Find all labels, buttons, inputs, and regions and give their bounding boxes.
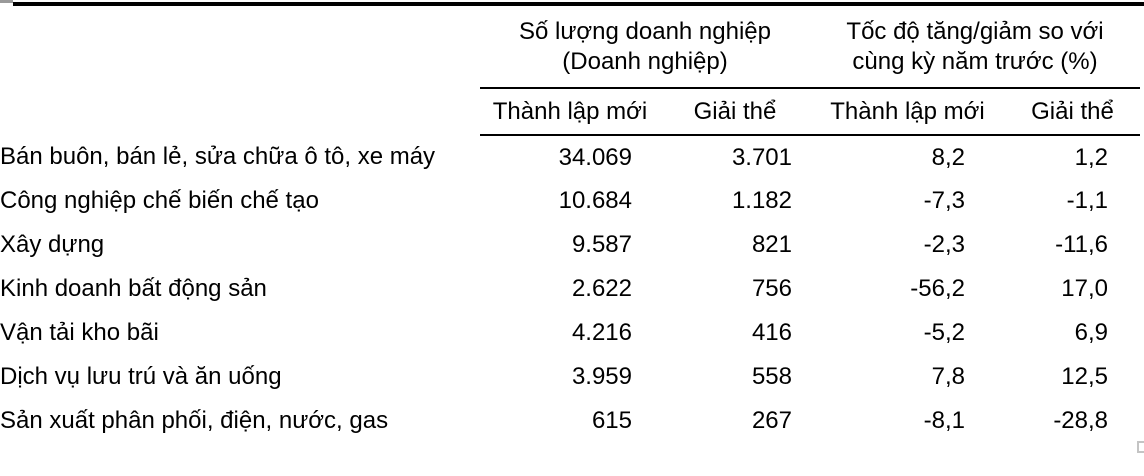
- cell-value: 615: [591, 407, 632, 434]
- table-row: Xây dựng 9.587 821 -2,3 -11,6: [0, 223, 1140, 267]
- cell-value: -11,6: [1055, 231, 1109, 258]
- cell-value: -5,2: [923, 319, 965, 346]
- top-left-gray-fragment: [0, 0, 13, 3]
- table-row: Vận tải kho bãi 4.216 416 -5,2 6,9: [0, 311, 1140, 355]
- sub-header-new-establishment-2: Thành lập mới: [810, 88, 1005, 136]
- business-statistics-table: Số lượng doanh nghiệp (Doanh nghiệp) Tốc…: [0, 6, 1141, 443]
- cell-value: 17,0: [1061, 275, 1109, 302]
- row-label: Công nghiệp chế biến chế tạo: [0, 187, 319, 214]
- sub-header-dissolved-1: Giải thể: [660, 88, 810, 136]
- cell-value: -28,8: [1053, 407, 1109, 434]
- cell-value: -8,1: [923, 407, 965, 434]
- group-header-quantity-line2: (Doanh nghiệp): [562, 47, 728, 75]
- cell-value: 34.069: [558, 143, 632, 171]
- cell-value: 558: [751, 363, 792, 390]
- cell-value: 4.216: [571, 319, 632, 346]
- table-row: Bán buôn, bán lẻ, sửa chữa ô tô, xe máy …: [0, 135, 1140, 179]
- cell-value: 416: [751, 319, 792, 346]
- cell-value: -7,3: [923, 187, 965, 214]
- cell-value: 3.959: [571, 363, 632, 390]
- sub-header-new-establishment-1: Thành lập mới: [480, 88, 660, 136]
- table-row: Sản xuất phân phối, điện, nước, gas 615 …: [0, 399, 1140, 443]
- row-label: Xây dựng: [0, 231, 105, 258]
- cell-value: -56,2: [910, 275, 965, 302]
- clipped-corner-element: [1137, 441, 1144, 453]
- group-header-growth-rate-line1: Tốc độ tăng/giảm so với: [846, 17, 1104, 45]
- cell-value: 2.622: [571, 275, 632, 302]
- cell-value: -1,1: [1066, 187, 1109, 214]
- sub-header-dissolved-2: Giải thể: [1005, 88, 1141, 136]
- row-label: Kinh doanh bất động sản: [0, 275, 267, 302]
- cell-value: 821: [751, 231, 792, 258]
- row-label: Vận tải kho bãi: [0, 319, 159, 346]
- cell-value: 9.587: [571, 231, 632, 258]
- corner-header-cell: [0, 6, 480, 88]
- cell-value: 1,2: [1074, 143, 1109, 171]
- group-header-growth-rate: Tốc độ tăng/giảm so với cùng kỳ năm trướ…: [810, 6, 1141, 89]
- sub-header-row: Thành lập mới Giải thể Thành lập mới Giả…: [0, 88, 1141, 136]
- cell-value: -2,3: [923, 231, 965, 258]
- row-label: Dịch vụ lưu trú và ăn uống: [0, 363, 282, 390]
- cell-value: 8,2: [931, 143, 965, 171]
- row-label: Bán buôn, bán lẻ, sửa chữa ô tô, xe máy: [0, 143, 436, 170]
- cell-value: 12,5: [1061, 363, 1109, 390]
- cell-value: 3.701: [731, 143, 792, 171]
- table-row: Kinh doanh bất động sản 2.622 756 -56,2 …: [0, 267, 1140, 311]
- table-row: Dịch vụ lưu trú và ăn uống 3.959 558 7,8…: [0, 355, 1140, 399]
- corner-header-cell: [0, 88, 480, 135]
- group-header-row: Số lượng doanh nghiệp (Doanh nghiệp) Tốc…: [0, 6, 1141, 89]
- cell-value: 10.684: [558, 187, 632, 214]
- group-header-growth-rate-line2: cùng kỳ năm trước (%): [852, 47, 1098, 75]
- table-top-rule: [13, 2, 1144, 6]
- row-label: Sản xuất phân phối, điện, nước, gas: [0, 407, 389, 434]
- cell-value: 6,9: [1074, 319, 1109, 346]
- group-header-quantity: Số lượng doanh nghiệp (Doanh nghiệp): [480, 6, 810, 89]
- table-row: Công nghiệp chế biến chế tạo 10.684 1.18…: [0, 179, 1140, 223]
- group-header-quantity-line1: Số lượng doanh nghiệp: [519, 17, 771, 45]
- cell-value: 7,8: [931, 363, 965, 390]
- cell-value: 1.182: [731, 187, 792, 214]
- cell-value: 267: [751, 407, 792, 434]
- cell-value: 756: [751, 275, 792, 302]
